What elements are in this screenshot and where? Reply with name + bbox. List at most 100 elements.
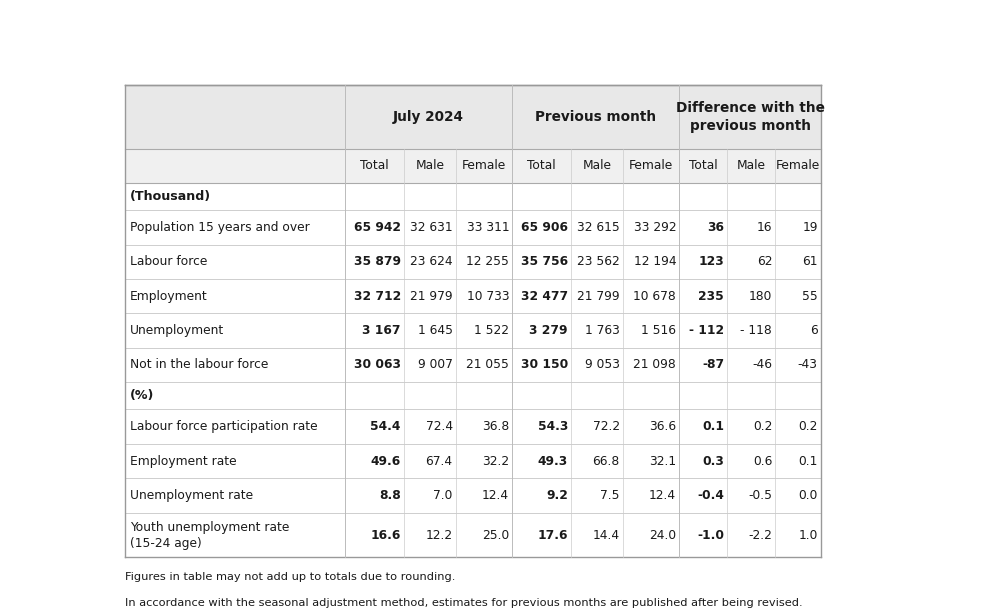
Text: (Thousand): (Thousand) — [130, 190, 212, 203]
Text: 14.4: 14.4 — [593, 529, 620, 542]
Text: Female: Female — [629, 159, 674, 173]
Text: 33 292: 33 292 — [634, 221, 677, 234]
Text: 3 167: 3 167 — [362, 324, 401, 337]
Text: Figures in table may not add up to totals due to rounding.: Figures in table may not add up to total… — [125, 572, 455, 583]
Text: Labour force participation rate: Labour force participation rate — [130, 420, 317, 433]
Text: (%): (%) — [130, 389, 155, 402]
Bar — [125, 348, 820, 382]
Text: 10 678: 10 678 — [634, 289, 677, 302]
Text: 67.4: 67.4 — [425, 455, 453, 468]
Bar — [125, 313, 820, 348]
Text: 0.1: 0.1 — [798, 455, 817, 468]
Text: 54.4: 54.4 — [370, 420, 401, 433]
Bar — [125, 478, 820, 513]
Text: - 112: - 112 — [689, 324, 725, 337]
Text: 30 150: 30 150 — [521, 359, 568, 371]
Text: 123: 123 — [699, 255, 725, 268]
Text: Employment: Employment — [130, 289, 208, 302]
Text: Total: Total — [689, 159, 718, 173]
Text: 35 879: 35 879 — [354, 255, 401, 268]
Text: 235: 235 — [699, 289, 725, 302]
Text: 7.0: 7.0 — [433, 489, 453, 502]
Bar — [125, 85, 820, 149]
Text: 54.3: 54.3 — [538, 420, 568, 433]
Text: Unemployment: Unemployment — [130, 324, 225, 337]
Text: 32 477: 32 477 — [521, 289, 568, 302]
Bar — [125, 444, 820, 478]
Text: -43: -43 — [797, 359, 817, 371]
Text: 33 311: 33 311 — [466, 221, 509, 234]
Text: 21 979: 21 979 — [410, 289, 453, 302]
Bar — [125, 245, 820, 279]
Bar — [125, 149, 820, 183]
Text: 1.0: 1.0 — [798, 529, 817, 542]
Text: 35 756: 35 756 — [521, 255, 568, 268]
Text: -0.4: -0.4 — [698, 489, 725, 502]
Text: 8.8: 8.8 — [379, 489, 401, 502]
Text: 49.6: 49.6 — [370, 455, 401, 468]
Text: Male: Male — [583, 159, 612, 173]
Text: 1 516: 1 516 — [642, 324, 677, 337]
Text: Total: Total — [527, 159, 556, 173]
Text: Female: Female — [775, 159, 820, 173]
Text: Unemployment rate: Unemployment rate — [130, 489, 253, 502]
Text: 21 098: 21 098 — [634, 359, 677, 371]
Text: 49.3: 49.3 — [538, 455, 568, 468]
Text: 10 733: 10 733 — [466, 289, 509, 302]
Text: Not in the labour force: Not in the labour force — [130, 359, 268, 371]
Text: 1 522: 1 522 — [474, 324, 509, 337]
Text: Male: Male — [737, 159, 765, 173]
Text: 21 799: 21 799 — [577, 289, 620, 302]
Text: 9 007: 9 007 — [418, 359, 453, 371]
Text: 72.4: 72.4 — [425, 420, 453, 433]
Text: In accordance with the seasonal adjustment method, estimates for previous months: In accordance with the seasonal adjustme… — [125, 599, 802, 608]
Text: -2.2: -2.2 — [748, 529, 772, 542]
Text: Youth unemployment rate
(15-24 age): Youth unemployment rate (15-24 age) — [130, 521, 289, 550]
Text: 55: 55 — [802, 289, 817, 302]
Text: 7.5: 7.5 — [600, 489, 620, 502]
Text: 30 063: 30 063 — [354, 359, 401, 371]
Text: Total: Total — [360, 159, 389, 173]
Text: 0.0: 0.0 — [798, 489, 817, 502]
Text: 3 279: 3 279 — [529, 324, 568, 337]
Text: 23 624: 23 624 — [410, 255, 453, 268]
Text: 1 645: 1 645 — [418, 324, 453, 337]
Bar — [125, 279, 820, 313]
Text: 65 942: 65 942 — [354, 221, 401, 234]
Text: Difference with the
previous month: Difference with the previous month — [676, 102, 824, 133]
Text: 16.6: 16.6 — [370, 529, 401, 542]
Text: 61: 61 — [802, 255, 817, 268]
Text: 19: 19 — [802, 221, 817, 234]
Text: 36.6: 36.6 — [649, 420, 677, 433]
Text: Employment rate: Employment rate — [130, 455, 237, 468]
Text: 24.0: 24.0 — [649, 529, 677, 542]
Text: 32 631: 32 631 — [410, 221, 453, 234]
Text: -1.0: -1.0 — [698, 529, 725, 542]
Text: 21 055: 21 055 — [466, 359, 509, 371]
Text: 32.1: 32.1 — [649, 455, 677, 468]
Text: 12 194: 12 194 — [634, 255, 677, 268]
Text: Population 15 years and over: Population 15 years and over — [130, 221, 310, 234]
Text: -87: -87 — [702, 359, 725, 371]
Text: 0.3: 0.3 — [703, 455, 725, 468]
Text: 32 615: 32 615 — [577, 221, 620, 234]
Text: 17.6: 17.6 — [538, 529, 568, 542]
Text: 66.8: 66.8 — [593, 455, 620, 468]
Text: 0.2: 0.2 — [798, 420, 817, 433]
Text: 0.1: 0.1 — [703, 420, 725, 433]
Text: July 2024: July 2024 — [393, 110, 464, 124]
Text: 62: 62 — [756, 255, 772, 268]
Text: 12.4: 12.4 — [649, 489, 677, 502]
Bar — [125, 382, 820, 409]
Text: Previous month: Previous month — [535, 110, 657, 124]
Text: 1 763: 1 763 — [585, 324, 620, 337]
Text: 32 712: 32 712 — [353, 289, 401, 302]
Text: 72.2: 72.2 — [593, 420, 620, 433]
Text: 12.4: 12.4 — [482, 489, 509, 502]
Text: 12.2: 12.2 — [425, 529, 453, 542]
Text: 36: 36 — [708, 221, 725, 234]
Text: 9.2: 9.2 — [546, 489, 568, 502]
Bar — [125, 183, 820, 210]
Text: -46: -46 — [752, 359, 772, 371]
Text: 6: 6 — [810, 324, 817, 337]
